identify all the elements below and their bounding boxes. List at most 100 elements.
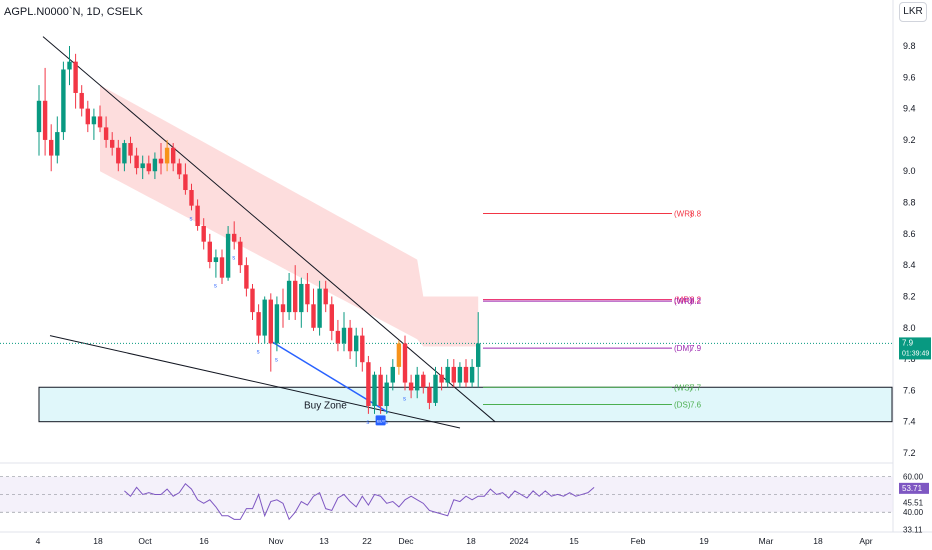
candle-body <box>238 241 243 266</box>
candle-body <box>329 304 334 331</box>
level-value: 8.2 <box>690 296 702 305</box>
x-tick-label: 15 <box>569 536 579 546</box>
candle-body <box>408 382 414 391</box>
candle-body <box>213 257 219 263</box>
candle-body <box>201 226 206 242</box>
candle-body <box>360 335 365 363</box>
signal-marker: s <box>232 256 235 262</box>
candle-body <box>280 304 286 313</box>
y-tick-label: 9.0 <box>903 166 916 176</box>
x-tick-label: Nov <box>268 536 284 546</box>
y-tick-label: 8.0 <box>903 323 916 333</box>
candle-body <box>219 257 225 278</box>
signal-marker: s <box>366 420 369 426</box>
candle-body <box>463 366 469 383</box>
candle-body <box>49 139 54 156</box>
candle-body <box>311 304 316 328</box>
x-tick-label: Dec <box>398 536 414 546</box>
candle-body <box>372 374 377 407</box>
candle-body <box>402 343 408 383</box>
candle-body <box>476 343 481 367</box>
candle-body <box>91 116 97 125</box>
candle-body <box>390 366 395 383</box>
candle-body <box>85 108 90 125</box>
level-label: (WR) <box>674 297 693 306</box>
candle-body <box>164 147 170 164</box>
candle-body <box>451 366 456 383</box>
candle-body <box>140 163 145 169</box>
level-value: 7.6 <box>690 400 702 409</box>
signal-marker: s <box>257 349 260 355</box>
candle-body <box>427 387 432 403</box>
y-tick-label: 9.4 <box>903 104 916 114</box>
candle-body <box>158 158 164 164</box>
candle-body <box>61 69 66 133</box>
candle-body <box>189 190 194 206</box>
y-tick-label: 7.6 <box>903 385 916 395</box>
candle-body <box>146 163 151 172</box>
buy-zone-box <box>38 386 893 423</box>
y-tick-label: 8.2 <box>903 291 916 301</box>
signal-marker: s <box>214 284 217 290</box>
descending-trendline <box>42 36 496 423</box>
candle-body <box>207 241 212 263</box>
candle-body <box>103 127 109 140</box>
x-tick-label: 13 <box>319 536 329 546</box>
y-tick-label: 8.4 <box>903 260 916 270</box>
x-tick-label: 18 <box>813 536 823 546</box>
candle-body <box>225 233 231 278</box>
x-tick-label: 4 <box>36 536 41 546</box>
lower-trendline <box>49 335 461 429</box>
candle-body <box>42 100 48 140</box>
candle-body <box>415 374 420 391</box>
candle-body <box>347 327 353 352</box>
candle-body <box>378 374 383 407</box>
last-price-value: 7.9 <box>902 338 914 347</box>
candle-body <box>73 61 78 93</box>
buy-tag-text: BUY <box>377 418 386 423</box>
candle-body <box>366 362 371 407</box>
candle-body <box>335 330 341 344</box>
candle-body <box>305 283 310 305</box>
candle-body <box>244 265 249 289</box>
ichimoku-cloud <box>100 85 479 347</box>
x-tick-label: Apr <box>859 536 872 546</box>
x-tick-label: Mar <box>759 536 774 546</box>
y-tick-label: 9.2 <box>903 135 916 145</box>
candle-body <box>341 327 347 344</box>
signal-marker: s <box>190 216 193 222</box>
rsi-axis-label: 33.11 <box>903 525 923 534</box>
candle-body <box>433 374 438 403</box>
candle-body <box>232 233 237 242</box>
candle-body <box>97 116 103 128</box>
symbol-header: AGPL.N0000`N, 1D, CSELK <box>4 6 143 18</box>
candle-body <box>445 366 450 383</box>
candle-body <box>183 174 188 191</box>
candle-body <box>274 304 280 344</box>
y-tick-label: 8.6 <box>903 229 916 239</box>
rsi-value-label: 53.71 <box>902 484 923 493</box>
last-price-box <box>899 337 931 360</box>
y-tick-label: 9.6 <box>903 72 916 82</box>
currency-button[interactable]: LKR <box>899 2 927 22</box>
x-tick-label: 22 <box>362 536 372 546</box>
candle-body <box>110 139 115 148</box>
last-price-countdown: 01:39:49 <box>902 350 929 357</box>
rsi-value-box <box>899 482 929 494</box>
level-label: (WS) <box>674 383 693 392</box>
buy-zone-label: Buy Zone <box>304 400 347 411</box>
candle-body <box>323 288 328 305</box>
level-label: (MR) <box>674 296 692 305</box>
level-label: (WR) <box>674 209 693 218</box>
candle-body <box>286 280 292 313</box>
candle-body <box>152 158 158 172</box>
candle-body <box>457 366 463 383</box>
signal-marker: s <box>385 420 388 426</box>
candle-body <box>293 280 298 313</box>
signal-marker: s <box>275 357 278 363</box>
candle-body <box>195 205 200 227</box>
rsi-axis-label: 60.00 <box>903 473 924 482</box>
candle-body <box>256 312 261 336</box>
x-tick-label: Oct <box>138 536 152 546</box>
level-value: 8.8 <box>690 209 702 218</box>
